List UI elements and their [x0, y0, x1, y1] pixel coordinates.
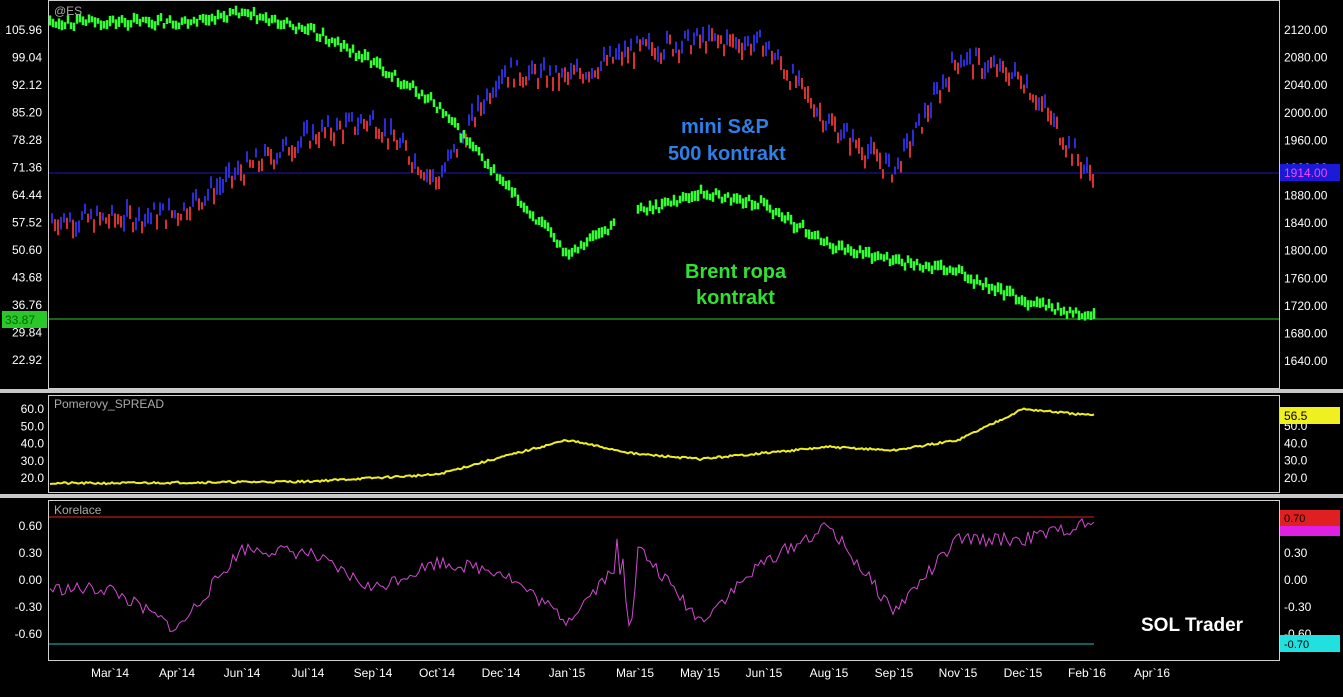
correlation-right-axis-tick: -0.30 — [1284, 600, 1312, 614]
x-axis-label: Dec`15 — [1004, 666, 1043, 680]
right-axis-tick: 1800.00 — [1284, 244, 1328, 258]
right-axis-tick: 1880.00 — [1284, 189, 1328, 203]
x-axis-label: May`15 — [680, 666, 720, 680]
corr-upper-threshold-text: 0.70 — [1284, 513, 1305, 525]
left-axis-tick: 29.84 — [12, 326, 42, 340]
brent-annotation-line2: kontrakt — [696, 287, 775, 309]
spread-panel-frame — [48, 395, 1280, 493]
left-axis-tick: 78.28 — [12, 133, 42, 147]
right-axis-tick: 1760.00 — [1284, 271, 1328, 285]
x-axis-label: Feb`16 — [1068, 666, 1106, 680]
corr-lower-threshold-text: -0.70 — [1284, 639, 1309, 651]
spread-axis-tick: 40.0 — [21, 437, 45, 451]
x-axis-label: Jun`15 — [746, 666, 783, 680]
left-axis-tick: 99.04 — [12, 51, 42, 65]
sp-annotation-line2: 500 kontrakt — [668, 143, 786, 165]
left-axis-tick: 105.96 — [5, 23, 42, 37]
right-axis-tick: 2000.00 — [1284, 106, 1328, 120]
left-axis-tick: 85.20 — [12, 106, 42, 120]
left-axis-tick: 64.44 — [12, 188, 42, 202]
x-axis-label: Nov`15 — [939, 666, 978, 680]
corr-lower-threshold-badge — [1280, 635, 1340, 652]
brent-last-value-badge — [2, 311, 47, 328]
spread-line — [49, 407, 1095, 486]
x-axis-label: Jun`14 — [224, 666, 261, 680]
correlation-axis-tick: -0.30 — [15, 600, 43, 614]
corr-upper-threshold-badge — [1280, 510, 1340, 526]
x-axis-label: Jan`15 — [549, 666, 586, 680]
sp-annotation-line1: mini S&P — [681, 116, 769, 138]
left-axis-tick: 57.52 — [12, 216, 42, 230]
correlation-panel-frame — [48, 500, 1280, 661]
corr-last-value-badge — [1280, 526, 1340, 536]
x-axis-label: Sep`15 — [875, 666, 914, 680]
brent-annotation-line1: Brent ropa — [685, 261, 787, 283]
sp-last-value-badge — [1280, 164, 1340, 181]
brent-price-bars — [48, 5, 1096, 321]
x-axis-label: Apr`14 — [159, 666, 195, 680]
x-axis-label: Mar`14 — [91, 666, 129, 680]
left-axis-tick: 22.92 — [12, 353, 42, 367]
correlation-axis-tick: 0.60 — [19, 519, 43, 533]
spread-right-axis-tick: 30.0 — [1284, 454, 1308, 468]
right-axis-tick: 1960.00 — [1284, 133, 1328, 147]
x-axis-label: Aug`15 — [810, 666, 849, 680]
right-axis-tick: 1720.00 — [1284, 299, 1328, 313]
x-axis-label: Sep`14 — [354, 666, 393, 680]
x-axis-label: Jul`14 — [292, 666, 325, 680]
left-axis-tick: 92.12 — [12, 78, 42, 92]
correlation-panel-title: Korelace — [54, 503, 102, 517]
x-axis-label: Oct`14 — [419, 666, 455, 680]
spread-axis-tick: 50.0 — [21, 419, 45, 433]
watermark: SOL Trader — [1141, 615, 1244, 636]
spread-right-axis-tick: 20.0 — [1284, 471, 1308, 485]
correlation-line — [49, 517, 1095, 632]
correlation-right-axis-tick: 0.30 — [1284, 546, 1308, 560]
sp-last-value-text: 1914.00 — [1284, 166, 1328, 180]
panel-separator-2 — [0, 494, 1343, 498]
correlation-axis-tick: -0.60 — [15, 627, 43, 641]
right-axis-tick: 2080.00 — [1284, 51, 1328, 65]
right-axis-tick: 1840.00 — [1284, 216, 1328, 230]
left-axis-tick: 71.36 — [12, 161, 42, 175]
right-axis-tick: 1680.00 — [1284, 326, 1328, 340]
right-axis-tick: 2120.00 — [1284, 23, 1328, 37]
left-axis-tick: 43.68 — [12, 271, 42, 285]
axis-labels: 105.96 99.04 92.12 85.20 78.28 71.36 64.44 57.5… — [5, 23, 1327, 680]
spread-right-axis-tick: 40.0 — [1284, 436, 1308, 450]
spread-axis-tick: 20.0 — [21, 471, 45, 485]
spread-axis-tick: 30.0 — [21, 454, 45, 468]
main-panel-title: @ES — [54, 4, 82, 18]
x-axis-label: Mar`15 — [616, 666, 654, 680]
panel-separator-1 — [0, 389, 1343, 393]
x-axis-label: Dec`14 — [482, 666, 521, 680]
correlation-axis-tick: 0.00 — [19, 573, 43, 587]
left-axis-tick: 50.60 — [12, 243, 42, 257]
right-axis-tick: 2040.00 — [1284, 78, 1328, 92]
main-panel-frame — [48, 0, 1280, 389]
right-axis-tick: 1640.00 — [1284, 354, 1328, 368]
left-axis-tick: 36.76 — [12, 298, 42, 312]
x-axis-label: Apr`16 — [1134, 666, 1170, 680]
correlation-right-axis-tick: 0.00 — [1284, 573, 1308, 587]
brent-last-value-text: 33.87 — [5, 313, 35, 327]
spread-last-value-badge — [1280, 407, 1340, 424]
correlation-axis-tick: 0.30 — [19, 546, 43, 560]
spread-panel-title: Pomerovy_SPREAD — [54, 397, 164, 411]
spread-axis-tick: 60.0 — [21, 402, 45, 416]
sp-price-bars — [51, 24, 1094, 239]
spread-last-value-text: 56.5 — [1284, 409, 1308, 423]
